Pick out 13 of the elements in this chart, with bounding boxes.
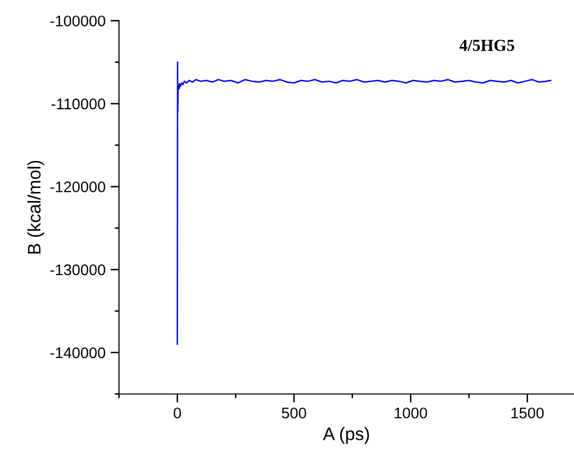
x-tick-label: 1000 — [394, 408, 428, 418]
x-tick-label: 0 — [174, 408, 181, 418]
y-axis-title: B (kcal/mol) — [27, 160, 44, 254]
x-tick-label: 1500 — [512, 408, 544, 418]
line-series — [176, 61, 552, 345]
y-tick-label: -100000 — [50, 16, 106, 26]
y-tick-label: -130000 — [50, 264, 106, 276]
y-tick-label: -120000 — [50, 181, 106, 192]
y-tick-label: -110000 — [52, 98, 106, 110]
annotation: 4/5HG5 — [460, 40, 514, 52]
y-tick-label: -140000 — [50, 347, 106, 358]
x-tick-label: 500 — [282, 408, 306, 418]
x-axis-title: A (ps) — [322, 426, 369, 444]
